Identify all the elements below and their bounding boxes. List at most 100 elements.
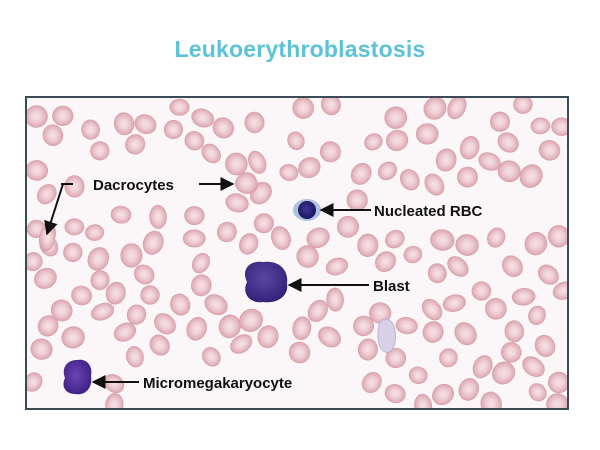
red-blood-cell <box>33 267 57 289</box>
red-blood-cell <box>513 98 533 114</box>
blast-cell <box>244 261 288 303</box>
red-blood-cell <box>27 160 48 181</box>
red-blood-cell <box>120 243 143 268</box>
red-blood-cell <box>492 361 516 385</box>
red-blood-cell <box>472 355 493 379</box>
red-blood-cell <box>154 313 176 335</box>
red-blood-cell <box>125 346 144 368</box>
red-blood-cell <box>134 114 157 135</box>
red-blood-cell <box>399 169 420 191</box>
red-blood-cell <box>485 297 507 320</box>
red-blood-cell <box>239 308 263 333</box>
red-blood-cell <box>27 372 43 392</box>
red-blood-cell <box>27 105 48 128</box>
dacrocyte-cell <box>235 172 258 194</box>
red-blood-cell <box>546 393 567 408</box>
red-blood-cell <box>547 225 567 248</box>
dacrocyte-cell <box>377 318 396 353</box>
red-blood-cell <box>455 234 479 256</box>
red-blood-cell <box>530 117 551 135</box>
red-blood-cell <box>306 227 330 249</box>
red-blood-cell <box>90 270 110 291</box>
red-blood-cell <box>403 245 423 264</box>
red-blood-cell <box>325 257 349 276</box>
label-micromegakaryocyte: Micromegakaryocyte <box>143 375 292 392</box>
red-blood-cell <box>191 252 211 274</box>
blood-smear-micrograph: Dacrocytes Nucleated RBC Blast Micromega… <box>25 96 569 410</box>
red-blood-cell <box>61 326 85 349</box>
red-blood-cells <box>27 98 567 408</box>
red-blood-cell <box>504 320 525 343</box>
red-blood-cell <box>239 233 259 255</box>
red-blood-cell <box>191 108 215 128</box>
red-blood-cell <box>447 98 467 120</box>
red-blood-cell <box>90 141 110 161</box>
red-blood-cell <box>497 160 521 183</box>
red-blood-cell <box>442 294 466 313</box>
red-blood-cell <box>64 175 85 198</box>
red-blood-cell <box>408 366 428 385</box>
red-blood-cell <box>430 229 455 251</box>
red-blood-cell <box>538 140 561 161</box>
red-blood-cell <box>113 322 137 342</box>
red-blood-cell <box>105 393 124 408</box>
red-blood-cell <box>427 263 447 284</box>
red-blood-cell <box>292 98 315 119</box>
red-blood-cell <box>439 348 458 368</box>
red-blood-cell <box>424 173 445 196</box>
red-blood-cell <box>375 251 396 272</box>
label-blast: Blast <box>373 278 410 295</box>
red-blood-cell <box>361 371 382 394</box>
red-blood-cell <box>182 229 206 248</box>
red-blood-cell <box>204 294 228 316</box>
red-blood-cell <box>81 119 100 140</box>
red-blood-cell <box>248 150 267 174</box>
red-blood-cell <box>87 247 110 271</box>
red-blood-cell <box>52 105 74 126</box>
red-blood-cell <box>230 334 253 354</box>
red-blood-cell <box>37 184 57 205</box>
red-blood-cell <box>149 334 170 356</box>
red-blood-cell <box>537 264 559 285</box>
red-blood-cell <box>353 315 375 337</box>
red-blood-cell <box>201 143 221 164</box>
arrow-icon <box>44 183 64 236</box>
red-blood-cell <box>298 157 321 179</box>
red-blood-cell <box>435 148 457 172</box>
micromegakaryocyte-cell <box>63 359 92 395</box>
red-blood-cell <box>357 233 379 257</box>
red-blood-cell <box>551 117 567 136</box>
red-blood-cell <box>421 298 443 321</box>
red-blood-cell <box>364 133 383 151</box>
red-blood-cell <box>357 338 378 361</box>
red-blood-cell <box>489 111 511 132</box>
red-blood-cell <box>184 130 205 151</box>
red-blood-cell <box>170 293 191 316</box>
red-blood-cell <box>384 384 406 404</box>
red-blood-cell <box>30 338 53 360</box>
red-blood-cell <box>288 341 311 364</box>
red-blood-cell <box>169 98 190 116</box>
red-blood-cell <box>457 166 478 188</box>
red-blood-cell <box>125 134 146 155</box>
red-blood-cell <box>528 305 546 326</box>
red-blood-cell <box>140 285 160 305</box>
red-blood-cell <box>113 112 135 136</box>
red-blood-cell <box>385 129 409 151</box>
red-blood-cell <box>142 230 164 255</box>
annotation-arrows <box>44 177 371 389</box>
red-blood-cell <box>184 206 205 226</box>
red-blood-cell <box>287 131 305 151</box>
red-blood-cell <box>202 346 221 367</box>
red-blood-cell <box>326 287 344 312</box>
red-blood-cell <box>64 218 85 236</box>
red-blood-cell <box>216 221 237 243</box>
red-blood-cell <box>552 281 567 300</box>
red-blood-cell <box>225 193 249 213</box>
red-blood-cell <box>257 325 279 349</box>
red-blood-cell <box>385 347 407 369</box>
red-blood-cell <box>320 98 341 116</box>
red-blood-cell <box>522 356 545 377</box>
red-blood-cell <box>110 205 132 224</box>
